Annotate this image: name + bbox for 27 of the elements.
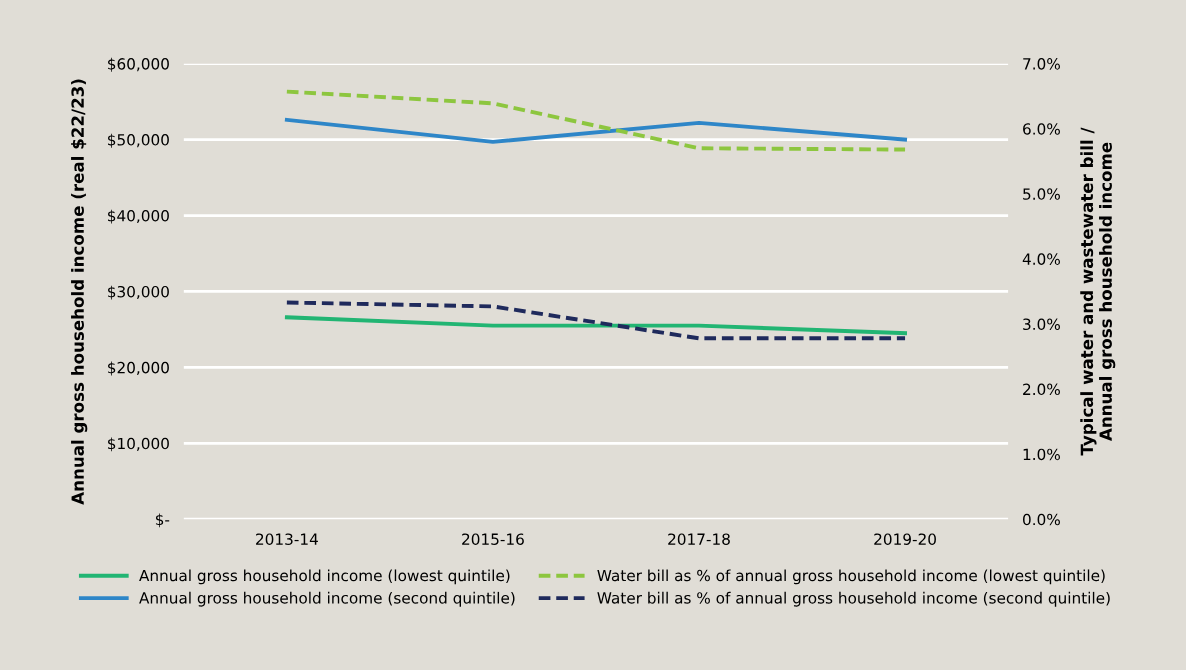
y-axis-title: Annual gross household income (real $22/23) bbox=[71, 79, 88, 505]
y-tick-label: $60,000 bbox=[108, 57, 169, 72]
y2-axis-title: Typical water and wastewater bill / Annual gross household income bbox=[1080, 127, 1116, 456]
legend-label: Water bill as % of annual gross household income (lowest quintile) bbox=[597, 569, 1105, 585]
y2-tick-label: 5.0% bbox=[1023, 188, 1060, 200]
y-tick-label: $- bbox=[155, 513, 170, 528]
legend-label: Water bill as % of annual gross household income (second quintile) bbox=[597, 591, 1110, 607]
y2-tick-label: 4.0% bbox=[1022, 253, 1060, 265]
y-tick-label: $40,000 bbox=[108, 209, 169, 224]
line-series bbox=[284, 89, 908, 152]
y2-tick-label: 3.0% bbox=[1023, 318, 1060, 331]
y2-tick-label: 7.0% bbox=[1023, 58, 1060, 70]
y-tick-label: $10,000 bbox=[108, 437, 169, 452]
y-tick-label: $30,000 bbox=[108, 285, 169, 300]
x-tick-label: 2013-14 bbox=[256, 533, 318, 545]
y2-tick-label: 1.0% bbox=[1023, 448, 1060, 461]
legend-label: Annual gross household income (second quintile) bbox=[139, 591, 515, 607]
x-tick-label: 2017-18 bbox=[668, 533, 730, 545]
y2-tick-label: 2.0% bbox=[1023, 383, 1060, 396]
x-tick-label: 2019-20 bbox=[874, 533, 936, 545]
y-tick-label: $20,000 bbox=[108, 361, 169, 376]
y2-tick-label: 0.0% bbox=[1023, 513, 1060, 526]
y2-tick-label: 6.0% bbox=[1023, 123, 1060, 135]
line-series bbox=[284, 117, 908, 144]
x-tick-label: 2015-16 bbox=[462, 533, 524, 545]
y-tick-label: $50,000 bbox=[108, 133, 169, 148]
legend-label: Annual gross household income (lowest quintile) bbox=[139, 569, 510, 585]
